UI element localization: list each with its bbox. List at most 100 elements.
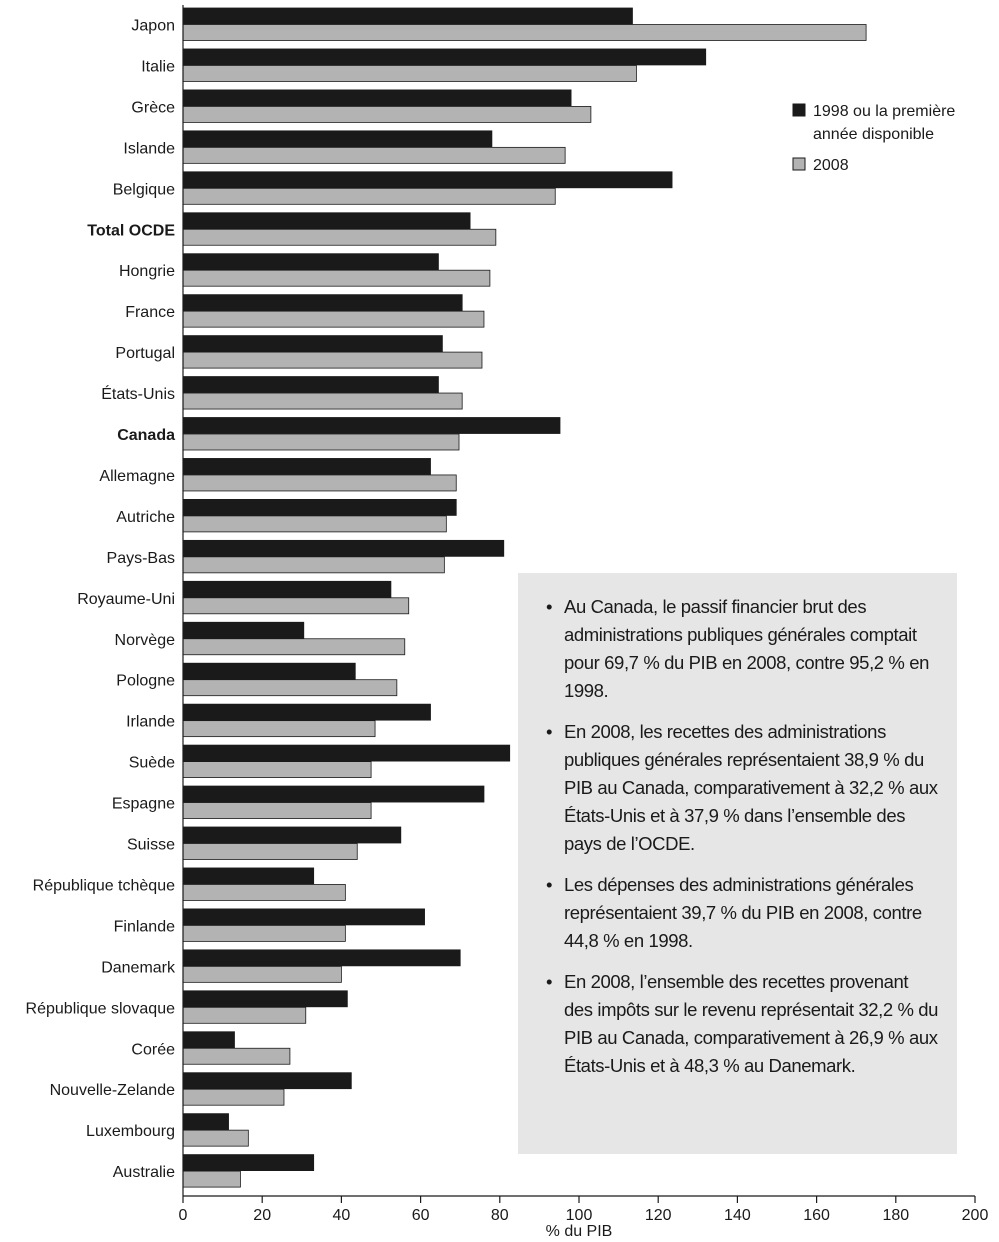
category-label: République tchèque (33, 877, 175, 894)
bar-2008-6 (182, 269, 491, 287)
category-label: Allemagne (99, 468, 175, 485)
x-tick-label: 160 (803, 1207, 830, 1224)
bar-1998-26 (182, 1072, 352, 1090)
bar-2008-14 (182, 597, 410, 615)
bar-1998-8 (182, 335, 443, 353)
x-axis-ticks: 0 20 40 60 80 100 120 140 160 180 200 (179, 1196, 988, 1224)
bar-2008-10 (182, 433, 460, 451)
category-label: Australie (113, 1164, 175, 1181)
notes-box: • Au Canada, le passif financier brut des… (518, 573, 957, 1154)
bar-1998-5 (182, 212, 471, 230)
x-tick-label: 100 (566, 1207, 593, 1224)
note-text: Les dépenses des administrations général… (564, 874, 922, 951)
x-tick-label: 120 (645, 1207, 672, 1224)
bar-1998-0 (182, 7, 633, 25)
category-label: Japon (131, 18, 175, 35)
bar-1998-9 (182, 376, 439, 393)
bullet-icon: • (546, 721, 553, 742)
bar-2008-8 (182, 351, 483, 369)
legend-label-2008: 2008 (813, 157, 849, 174)
category-label: Royaume-Uni (77, 591, 175, 608)
bar-2008-16 (182, 679, 398, 697)
bar-1998-6 (182, 253, 439, 271)
category-label: Luxembourg (86, 1123, 175, 1140)
bar-1998-23 (182, 949, 461, 967)
x-tick-label: 20 (253, 1207, 271, 1224)
bar-2008-12 (182, 515, 447, 533)
bar-2008-24 (182, 1006, 307, 1024)
bar-2008-7 (182, 310, 485, 328)
category-label: Norvège (115, 632, 176, 649)
x-axis-title: % du PIB (546, 1223, 613, 1240)
category-label: Portugal (115, 345, 175, 362)
bar-2008-27 (182, 1129, 249, 1147)
bar-1998-3 (182, 130, 493, 148)
bar-1998-12 (182, 498, 457, 516)
bar-2008-22 (182, 925, 346, 942)
category-label: Grèce (131, 99, 175, 116)
bar-2008-26 (182, 1088, 285, 1106)
note-item: • Au Canada, le passif financier brut des… (540, 593, 939, 705)
bar-1998-22 (182, 908, 425, 926)
x-tick-label: 180 (882, 1207, 909, 1224)
category-label: Hongrie (119, 263, 175, 280)
bar-1998-14 (182, 580, 392, 598)
note-text: En 2008, les recettes des administration… (564, 721, 938, 854)
bar-1998-24 (182, 990, 348, 1008)
bar-2008-23 (182, 965, 342, 983)
bar-1998-18 (182, 744, 511, 762)
legend-swatch-1998 (792, 103, 806, 117)
category-label: Suède (129, 755, 175, 772)
category-label: États-Unis (101, 384, 175, 403)
category-label: Danemark (101, 959, 176, 976)
category-label: France (125, 304, 175, 321)
bar-2008-13 (182, 556, 445, 574)
category-label: Canada (117, 427, 175, 444)
bar-2008-19 (182, 802, 372, 819)
bar-2008-18 (182, 761, 372, 778)
bar-1998-20 (182, 826, 402, 844)
x-tick-label: 140 (724, 1207, 751, 1224)
bar-2008-3 (182, 146, 566, 164)
bar-2008-0 (182, 24, 867, 41)
bar-2008-1 (182, 65, 637, 82)
category-label: Belgique (113, 181, 175, 198)
legend: 1998 ou la première année disponible 200… (792, 103, 960, 174)
bar-2008-25 (182, 1047, 291, 1065)
bar-2008-17 (182, 720, 376, 738)
legend-swatch-2008 (792, 157, 806, 171)
x-tick-label: 0 (179, 1207, 188, 1224)
note-item: • En 2008, l’ensemble des recettes proven… (540, 968, 939, 1080)
bar-1998-21 (182, 867, 315, 885)
note-text: En 2008, l’ensemble des recettes provena… (564, 971, 939, 1076)
x-tick-label: 80 (491, 1207, 509, 1224)
legend-label-1998: 1998 ou la première année disponible (813, 103, 960, 143)
bar-1998-16 (182, 662, 356, 680)
bar-1998-27 (182, 1113, 229, 1131)
note-item: • Les dépenses des administrations généra… (540, 871, 939, 955)
bar-1998-25 (182, 1031, 235, 1049)
bar-1998-19 (182, 785, 485, 803)
category-label: Autriche (116, 509, 175, 526)
bar-2008-5 (182, 228, 497, 246)
category-label: Nouvelle-Zelande (50, 1082, 176, 1099)
bar-2008-11 (182, 474, 457, 492)
bar-1998-4 (182, 171, 673, 189)
category-label: Irlande (126, 714, 175, 731)
bar-2008-15 (182, 638, 406, 656)
bar-1998-11 (182, 458, 431, 475)
bar-1998-15 (182, 621, 305, 639)
category-label: Pologne (116, 673, 175, 690)
bar-1998-17 (182, 703, 431, 721)
x-tick-label: 60 (412, 1207, 430, 1224)
bar-2008-21 (182, 884, 346, 901)
bar-1998-1 (182, 48, 707, 66)
bullet-icon: • (546, 596, 553, 617)
bar-1998-10 (182, 417, 561, 434)
bullet-icon: • (546, 971, 553, 992)
bar-1998-2 (182, 89, 572, 107)
bars-group (182, 7, 867, 1188)
note-text: Au Canada, le passif financier brut des … (564, 596, 930, 701)
category-labels: Japon Italie Grèce Islande Belgique Total OCD… (26, 18, 176, 1182)
